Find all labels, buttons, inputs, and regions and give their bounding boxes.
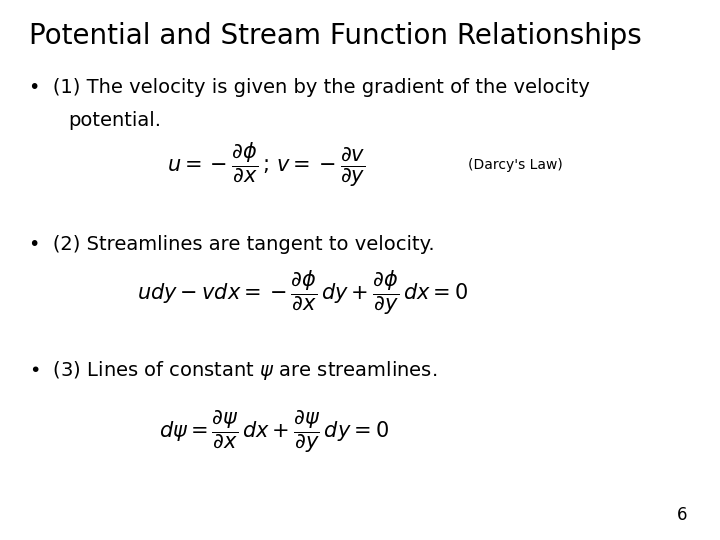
Text: 6: 6	[677, 506, 688, 524]
Text: •  (3) Lines of constant $\psi$ are streamlines.: • (3) Lines of constant $\psi$ are strea…	[29, 359, 437, 382]
Text: •  (2) Streamlines are tangent to velocity.: • (2) Streamlines are tangent to velocit…	[29, 235, 434, 254]
Text: •  (1) The velocity is given by the gradient of the velocity: • (1) The velocity is given by the gradi…	[29, 78, 590, 97]
Text: $d\psi = \dfrac{\partial \psi}{\partial x}\,dx + \dfrac{\partial \psi}{\partial : $d\psi = \dfrac{\partial \psi}{\partial …	[158, 409, 389, 455]
Text: (Darcy's Law): (Darcy's Law)	[468, 158, 563, 172]
Text: $u = -\dfrac{\partial \phi}{\partial x}\,;\,v = -\dfrac{\partial v}{\partial y}$: $u = -\dfrac{\partial \phi}{\partial x}\…	[167, 140, 366, 189]
Text: Potential and Stream Function Relationships: Potential and Stream Function Relationsh…	[29, 22, 642, 50]
Text: $udy - vdx = -\dfrac{\partial \phi}{\partial x}\,dy + \dfrac{\partial \phi}{\par: $udy - vdx = -\dfrac{\partial \phi}{\par…	[137, 268, 468, 317]
Text: potential.: potential.	[68, 111, 161, 130]
